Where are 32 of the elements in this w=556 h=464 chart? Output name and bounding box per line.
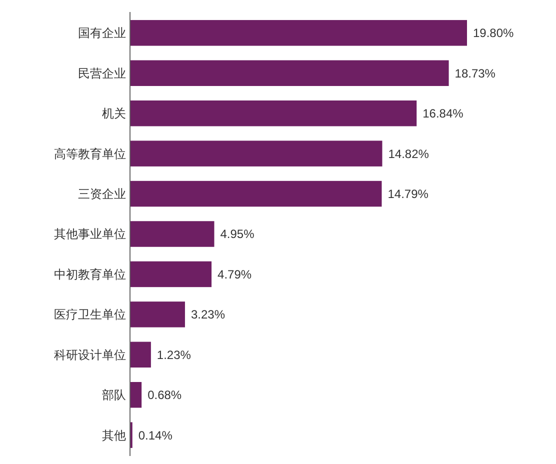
bar	[130, 382, 142, 408]
data-label: 19.80%	[473, 26, 514, 40]
bar	[130, 100, 417, 126]
y-tick-label: 机关	[102, 106, 126, 121]
y-tick-label: 三资企业	[78, 186, 126, 201]
y-tick-label: 其他	[102, 428, 126, 442]
y-tick-label: 民营企业	[78, 66, 126, 80]
bar	[130, 20, 467, 46]
y-tick-label: 科研设计单位	[54, 348, 126, 362]
data-label: 4.79%	[218, 267, 252, 282]
data-label: 0.68%	[148, 388, 182, 402]
y-tick-label: 国有企业	[78, 26, 126, 40]
bar	[130, 180, 382, 207]
data-label: 3.23%	[190, 308, 226, 322]
data-label: 0.14%	[138, 428, 173, 442]
data-label: 14.79%	[388, 186, 429, 201]
data-label: 16.84%	[422, 106, 464, 121]
y-tick-label: 高等教育单位	[54, 146, 126, 161]
bar	[130, 261, 212, 288]
y-tick-label: 中初教育单位	[54, 267, 126, 282]
data-label: 4.95%	[220, 227, 255, 242]
bar	[130, 302, 185, 328]
bar	[130, 221, 214, 247]
y-tick-label: 其他事业单位	[54, 227, 126, 242]
bar	[130, 60, 449, 86]
bar	[130, 342, 151, 368]
data-label: 1.23%	[156, 348, 192, 362]
data-label: 18.73%	[454, 66, 496, 80]
bar	[130, 140, 382, 166]
y-tick-label: 医疗卫生单位	[54, 308, 126, 322]
y-tick-label: 部队	[102, 388, 126, 402]
data-label: 14.82%	[388, 146, 430, 161]
